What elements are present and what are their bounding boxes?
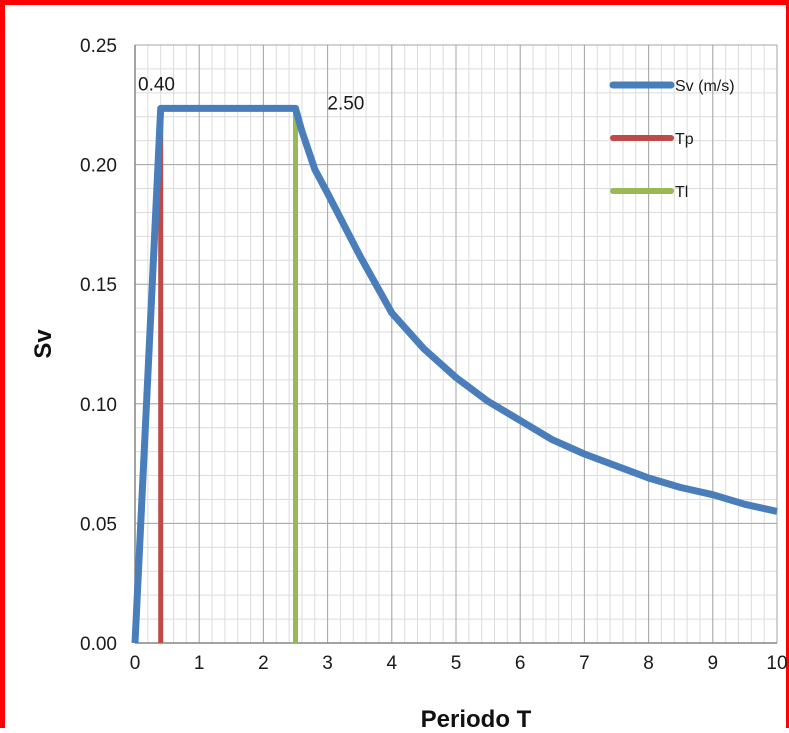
y-tick-label: 0.10 xyxy=(80,395,117,416)
legend-label: Tp xyxy=(675,131,694,148)
y-axis-title: Sv xyxy=(30,329,57,359)
series-line-sv-m-s xyxy=(131,104,778,644)
x-tick-label: 4 xyxy=(387,653,398,674)
x-tick-label: 3 xyxy=(322,653,333,674)
y-tick-label: 0.05 xyxy=(80,514,117,535)
y-tick-label: 0.15 xyxy=(80,275,117,296)
x-tick-label: 5 xyxy=(451,653,462,674)
legend-label: Sv (m/s) xyxy=(675,78,735,95)
y-tick-label: 0.20 xyxy=(80,156,117,177)
y-tick-label: 0.00 xyxy=(80,634,117,655)
x-tick-label: 8 xyxy=(643,653,654,674)
x-tick-label: 7 xyxy=(579,653,590,674)
x-tick-label: 1 xyxy=(194,653,205,674)
x-tick-label: 10 xyxy=(766,653,787,674)
annotation-label: 2.50 xyxy=(327,94,364,115)
x-tick-label: 2 xyxy=(258,653,269,674)
x-axis-title: Periodo T xyxy=(421,706,532,733)
y-tick-label: 0.25 xyxy=(80,36,117,57)
x-tick-label: 0 xyxy=(130,653,141,674)
x-tick-label: 9 xyxy=(708,653,719,674)
chart-svg: 0 1 2 3 4 5 6 7 8 9 10 0.00 0.05 0.10 0.15 0.20 0.25 Peri… xyxy=(30,36,788,733)
annotation-label: 0.40 xyxy=(138,74,175,95)
legend-label: Tl xyxy=(675,184,688,201)
x-tick-label: 6 xyxy=(515,653,526,674)
